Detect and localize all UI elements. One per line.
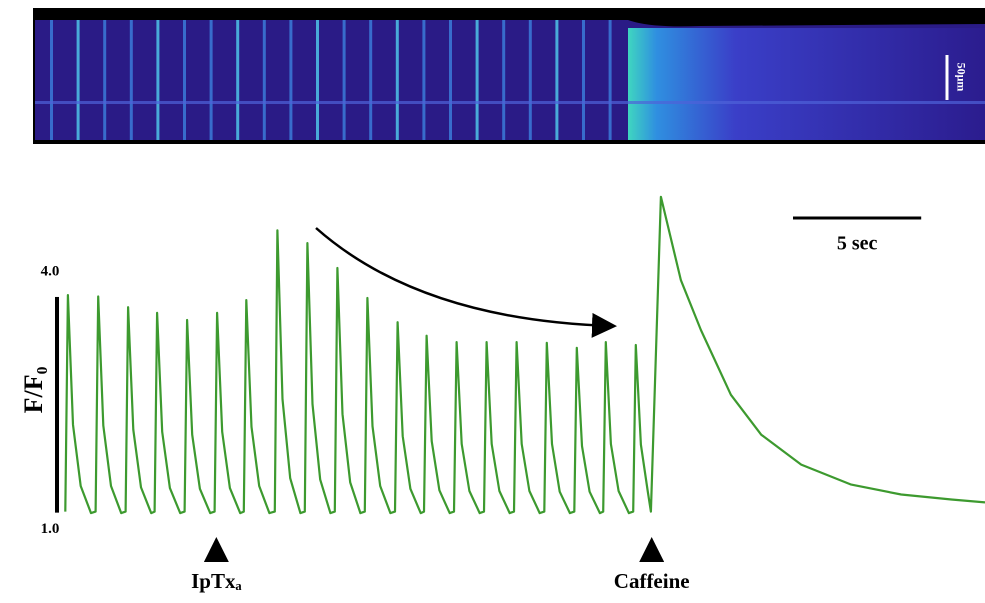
image-stripe	[475, 20, 479, 140]
image-scale-label: 50μm	[954, 63, 968, 92]
image-stripe	[209, 20, 213, 140]
image-stripe	[582, 20, 585, 140]
image-stripe	[449, 20, 452, 140]
image-stripe	[183, 20, 186, 140]
image-stripe	[528, 20, 532, 140]
image-stripe	[555, 20, 559, 140]
annotation-label: IpTxₐ	[191, 569, 242, 593]
image-stripe	[262, 20, 266, 140]
y-tick-label: 1.0	[41, 521, 60, 537]
image-stripe	[103, 20, 107, 140]
image-stripe	[395, 20, 399, 140]
image-stripe	[156, 20, 160, 140]
image-stripe	[422, 20, 426, 140]
image-stripe	[129, 20, 133, 140]
time-scale-label: 5 sec	[837, 233, 878, 255]
trace	[64, 195, 985, 515]
image-stripe	[369, 20, 373, 140]
image-stripe	[342, 20, 346, 140]
image-notch	[628, 20, 985, 27]
image-stripe	[316, 20, 319, 140]
line-scan-image: 50μm	[33, 8, 985, 144]
image-stripe	[608, 20, 612, 140]
image-stripe	[289, 20, 293, 140]
y-axis-label: F/F₀	[19, 366, 48, 413]
image-band	[35, 101, 985, 104]
image-stripe	[502, 20, 506, 140]
image-stripe	[236, 20, 240, 140]
annotation-label: Caffeine	[614, 569, 690, 593]
image-stripe	[76, 20, 80, 140]
y-tick-label: 4.0	[41, 263, 60, 279]
image-stripe	[50, 20, 53, 140]
trend-arrow	[315, 227, 617, 338]
caffeine-release	[628, 28, 985, 140]
